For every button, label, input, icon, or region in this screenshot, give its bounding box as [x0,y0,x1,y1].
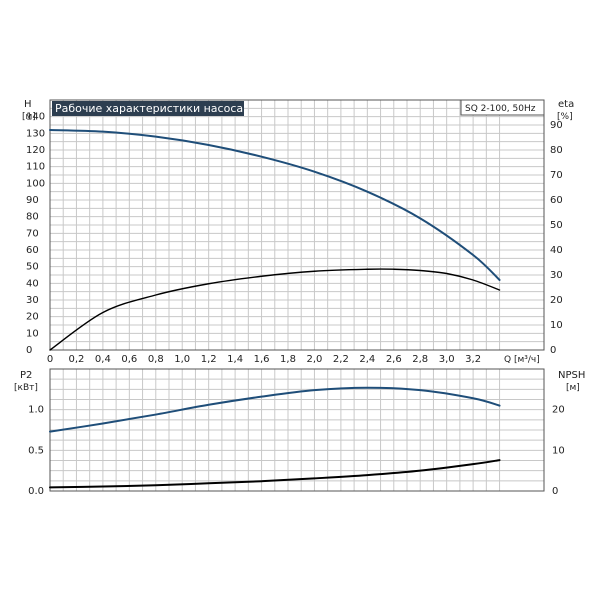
x-tick-label: 2,4 [359,354,375,365]
x-tick-label: 2,8 [412,354,428,365]
y2-tick-label: 30 [550,270,563,281]
model-label: SQ 2-100, 50Hz [465,104,536,114]
x-tick-label: 1,0 [174,354,190,365]
y-tick-label: 90 [26,195,39,206]
npsh-tick-label: 0 [552,486,558,497]
x-tick-label: 0 [47,354,53,365]
y-tick-label: 110 [26,162,45,173]
y-tick-label: 50 [26,262,39,273]
y-tick-label: 120 [26,145,45,156]
y2-tick-label: 80 [550,145,563,156]
npsh-axis-unit: [м] [566,383,580,393]
npsh-tick-label: 20 [552,405,565,416]
y-axis-unit: [м] [22,112,36,122]
top-series-1-line [49,129,501,281]
y-axis-label: H [24,99,32,110]
x-tick-label: 2,2 [333,354,349,365]
y2-tick-label: 10 [550,320,563,331]
p2-tick-label: 0.0 [28,486,44,497]
p2-tick-label: 1.0 [28,405,44,416]
y2-tick-label: 70 [550,170,563,181]
bottom-plot-frame [49,368,545,492]
model-label-box [460,99,545,116]
y-tick-label: 100 [26,178,45,189]
x-tick-label: 1,8 [280,354,296,365]
y-tick-label: 130 [26,128,45,139]
x-tick-label: 0,6 [121,354,137,365]
y2-axis-label: eta [558,99,574,110]
y2-axis-unit: [%] [557,112,573,122]
y-tick-label: 80 [26,212,39,223]
npsh-tick-label: 10 [552,445,565,456]
y2-tick-label: 90 [550,120,563,131]
y-tick-label: 140 [26,112,45,123]
y-tick-label: 30 [26,295,39,306]
p2-tick-label: 0.5 [28,445,44,456]
x-axis-label: Q [м³/ч] [504,355,540,365]
bottom-series-2-line [49,459,501,489]
y2-tick-label: 50 [550,220,563,231]
x-tick-label: 2,0 [306,354,322,365]
y2-tick-label: 20 [550,295,563,306]
y-tick-label: 60 [26,245,39,256]
x-tick-label: 2,6 [386,354,402,365]
x-tick-label: 1,6 [254,354,270,365]
x-tick-label: 1,2 [201,354,217,365]
y2-tick-label: 40 [550,245,563,256]
y-tick-label: 20 [26,312,39,323]
top-series-2-line [49,268,501,351]
chart-title-box [52,101,244,116]
y-tick-label: 10 [26,328,39,339]
y-tick-label: 70 [26,228,39,239]
npsh-axis-label: NPSH [558,370,585,381]
x-tick-label: 0,8 [148,354,164,365]
p2-axis-unit: [кВт] [14,383,38,393]
y-tick-label: 0 [26,345,32,356]
x-tick-label: 3,0 [439,354,455,365]
x-tick-label: 0,4 [95,354,111,365]
y2-tick-label: 0 [550,345,556,356]
bottom-series-1-line [49,386,501,433]
x-tick-label: 3,2 [465,354,481,365]
x-tick-label: 1,4 [227,354,243,365]
x-tick-label: 0,2 [68,354,84,365]
chart-title: Рабочие характеристики насоса [55,102,243,115]
y2-tick-label: 60 [550,195,563,206]
top-plot-frame [49,99,545,351]
p2-axis-label: P2 [20,370,32,381]
y-tick-label: 40 [26,278,39,289]
